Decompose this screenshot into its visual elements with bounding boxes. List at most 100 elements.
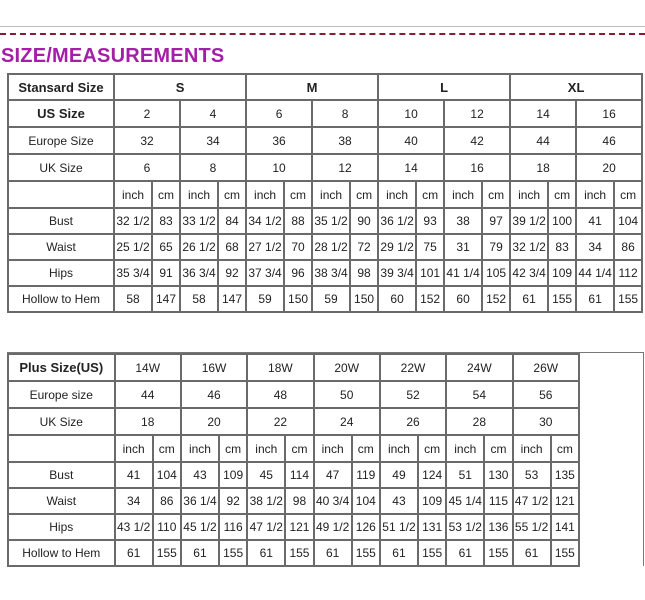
measurement-value: 119 [350,461,381,489]
measurement-value: 36 1/4 [179,487,221,515]
measurement-value: 41 [575,207,616,235]
measurement-value: 53 1/2 [445,513,486,541]
unit-cm: cm [613,180,644,209]
measurement-value: 155 [284,539,315,567]
measurement-value: 36 3/4 [179,259,219,287]
unit-cm: cm [349,180,380,209]
measurement-value: 86 [613,233,644,261]
measurement-value: 115 [483,487,514,515]
measurement-value: 28 1/2 [311,233,352,261]
measurement-value: 92 [216,259,248,287]
unit-inch: inch [312,434,353,463]
measurement-value: 34 [575,233,616,261]
size-value: 16 [443,153,512,182]
measurement-value: 155 [549,539,581,567]
size-value: 22 [246,407,315,436]
measurement-value: 53 [511,461,552,489]
measurement-value: 92 [218,487,249,515]
measurement-value: 47 [312,461,353,489]
plus-table-frame [7,352,644,566]
measurement-value: 47 1/2 [511,487,552,515]
table-row: inch cm inch cm inch cm inch cm inch cm inch cm inch… [7,434,581,463]
measurement-value: 72 [349,233,380,261]
measurement-value: 88 [283,207,314,235]
measurement-value: 131 [417,513,448,541]
table-row: UK Size 18 20 22 24 26 28 30 [7,407,581,436]
size-value: 42 [443,126,512,155]
measurement-value: 61 [575,285,616,313]
size-value: 12 [311,153,380,182]
measurement-value: 42 3/4 [509,259,550,287]
table-row: inch cm inch cm inch cm inch cm inch cm inch cm inch… [7,180,644,209]
measurement-label: Hips [7,259,115,287]
size-value: 26 [378,407,448,436]
measurement-value: 61 [113,539,154,567]
measurement-value: 152 [481,285,512,313]
measurement-value: 38 3/4 [311,259,352,287]
measurement-value: 60 [377,285,418,313]
table-row: Europe Size 32 34 36 38 40 42 44 46 [7,126,644,155]
unit-cm: cm [417,434,448,463]
table-row: Hollow to Hem 58 147 58 147 59 150 59 150 60 152 60… [7,285,644,313]
measurement-value: 61 [312,539,353,567]
measurement-value: 38 1/2 [246,487,287,515]
size-value: 10 [245,153,314,182]
measurement-value: 109 [547,259,578,287]
size-value: 6 [113,153,181,182]
measurement-value: 150 [283,285,314,313]
measurement-value: 155 [483,539,514,567]
measurement-value: 61 [509,285,550,313]
measurement-value: 155 [151,539,182,567]
measurement-value: 35 1/2 [311,207,352,235]
size-value: 16 [575,99,644,128]
measurement-value: 45 [246,461,287,489]
size-value: 30 [511,407,581,436]
measurement-value: 100 [547,207,578,235]
measurement-value: 31 [443,233,484,261]
size-value: 44 [509,126,578,155]
measurement-value: 51 1/2 [378,513,420,541]
measurement-value: 39 1/2 [509,207,550,235]
measurement-value: 86 [151,487,182,515]
unit-cm: cm [151,434,182,463]
measurement-value: 98 [284,487,315,515]
measurement-value: 26 1/2 [179,233,219,261]
size-value: 46 [179,380,249,409]
size-value: 14 [509,99,578,128]
unit-inch: inch [113,180,153,209]
measurement-value: 155 [547,285,578,313]
measurement-value: 58 [113,285,153,313]
measurement-value: 41 [113,461,154,489]
unit-cm: cm [549,434,581,463]
measurement-value: 150 [349,285,380,313]
unit-cm: cm [218,434,249,463]
measurement-value: 25 1/2 [113,233,153,261]
measurement-value: 104 [613,207,644,235]
measurement-value: 38 [443,207,484,235]
measurement-value: 60 [443,285,484,313]
measurement-value: 40 3/4 [312,487,353,515]
empty-cell [7,434,116,463]
measurement-value: 114 [284,461,315,489]
plus-size-20w: 20W [312,353,381,382]
measurement-value: 61 [378,539,420,567]
unit-inch: inch [311,180,352,209]
size-value: 36 [245,126,314,155]
size-value: 2 [113,99,181,128]
unit-inch: inch [113,434,154,463]
size-value: 52 [378,380,448,409]
measurement-value: 43 1/2 [113,513,154,541]
table-row: Stansard Size S M L XL [7,73,644,101]
measurement-value: 135 [549,461,581,489]
unit-inch: inch [377,180,418,209]
unit-cm: cm [547,180,578,209]
row-label: UK Size [7,153,115,182]
plus-size-18w: 18W [246,353,315,382]
measurement-value: 130 [483,461,514,489]
unit-cm: cm [415,180,446,209]
size-value: 28 [445,407,514,436]
measurement-value: 155 [218,539,249,567]
measurement-value: 70 [283,233,314,261]
measurement-value: 29 1/2 [377,233,418,261]
measurement-value: 65 [151,233,181,261]
